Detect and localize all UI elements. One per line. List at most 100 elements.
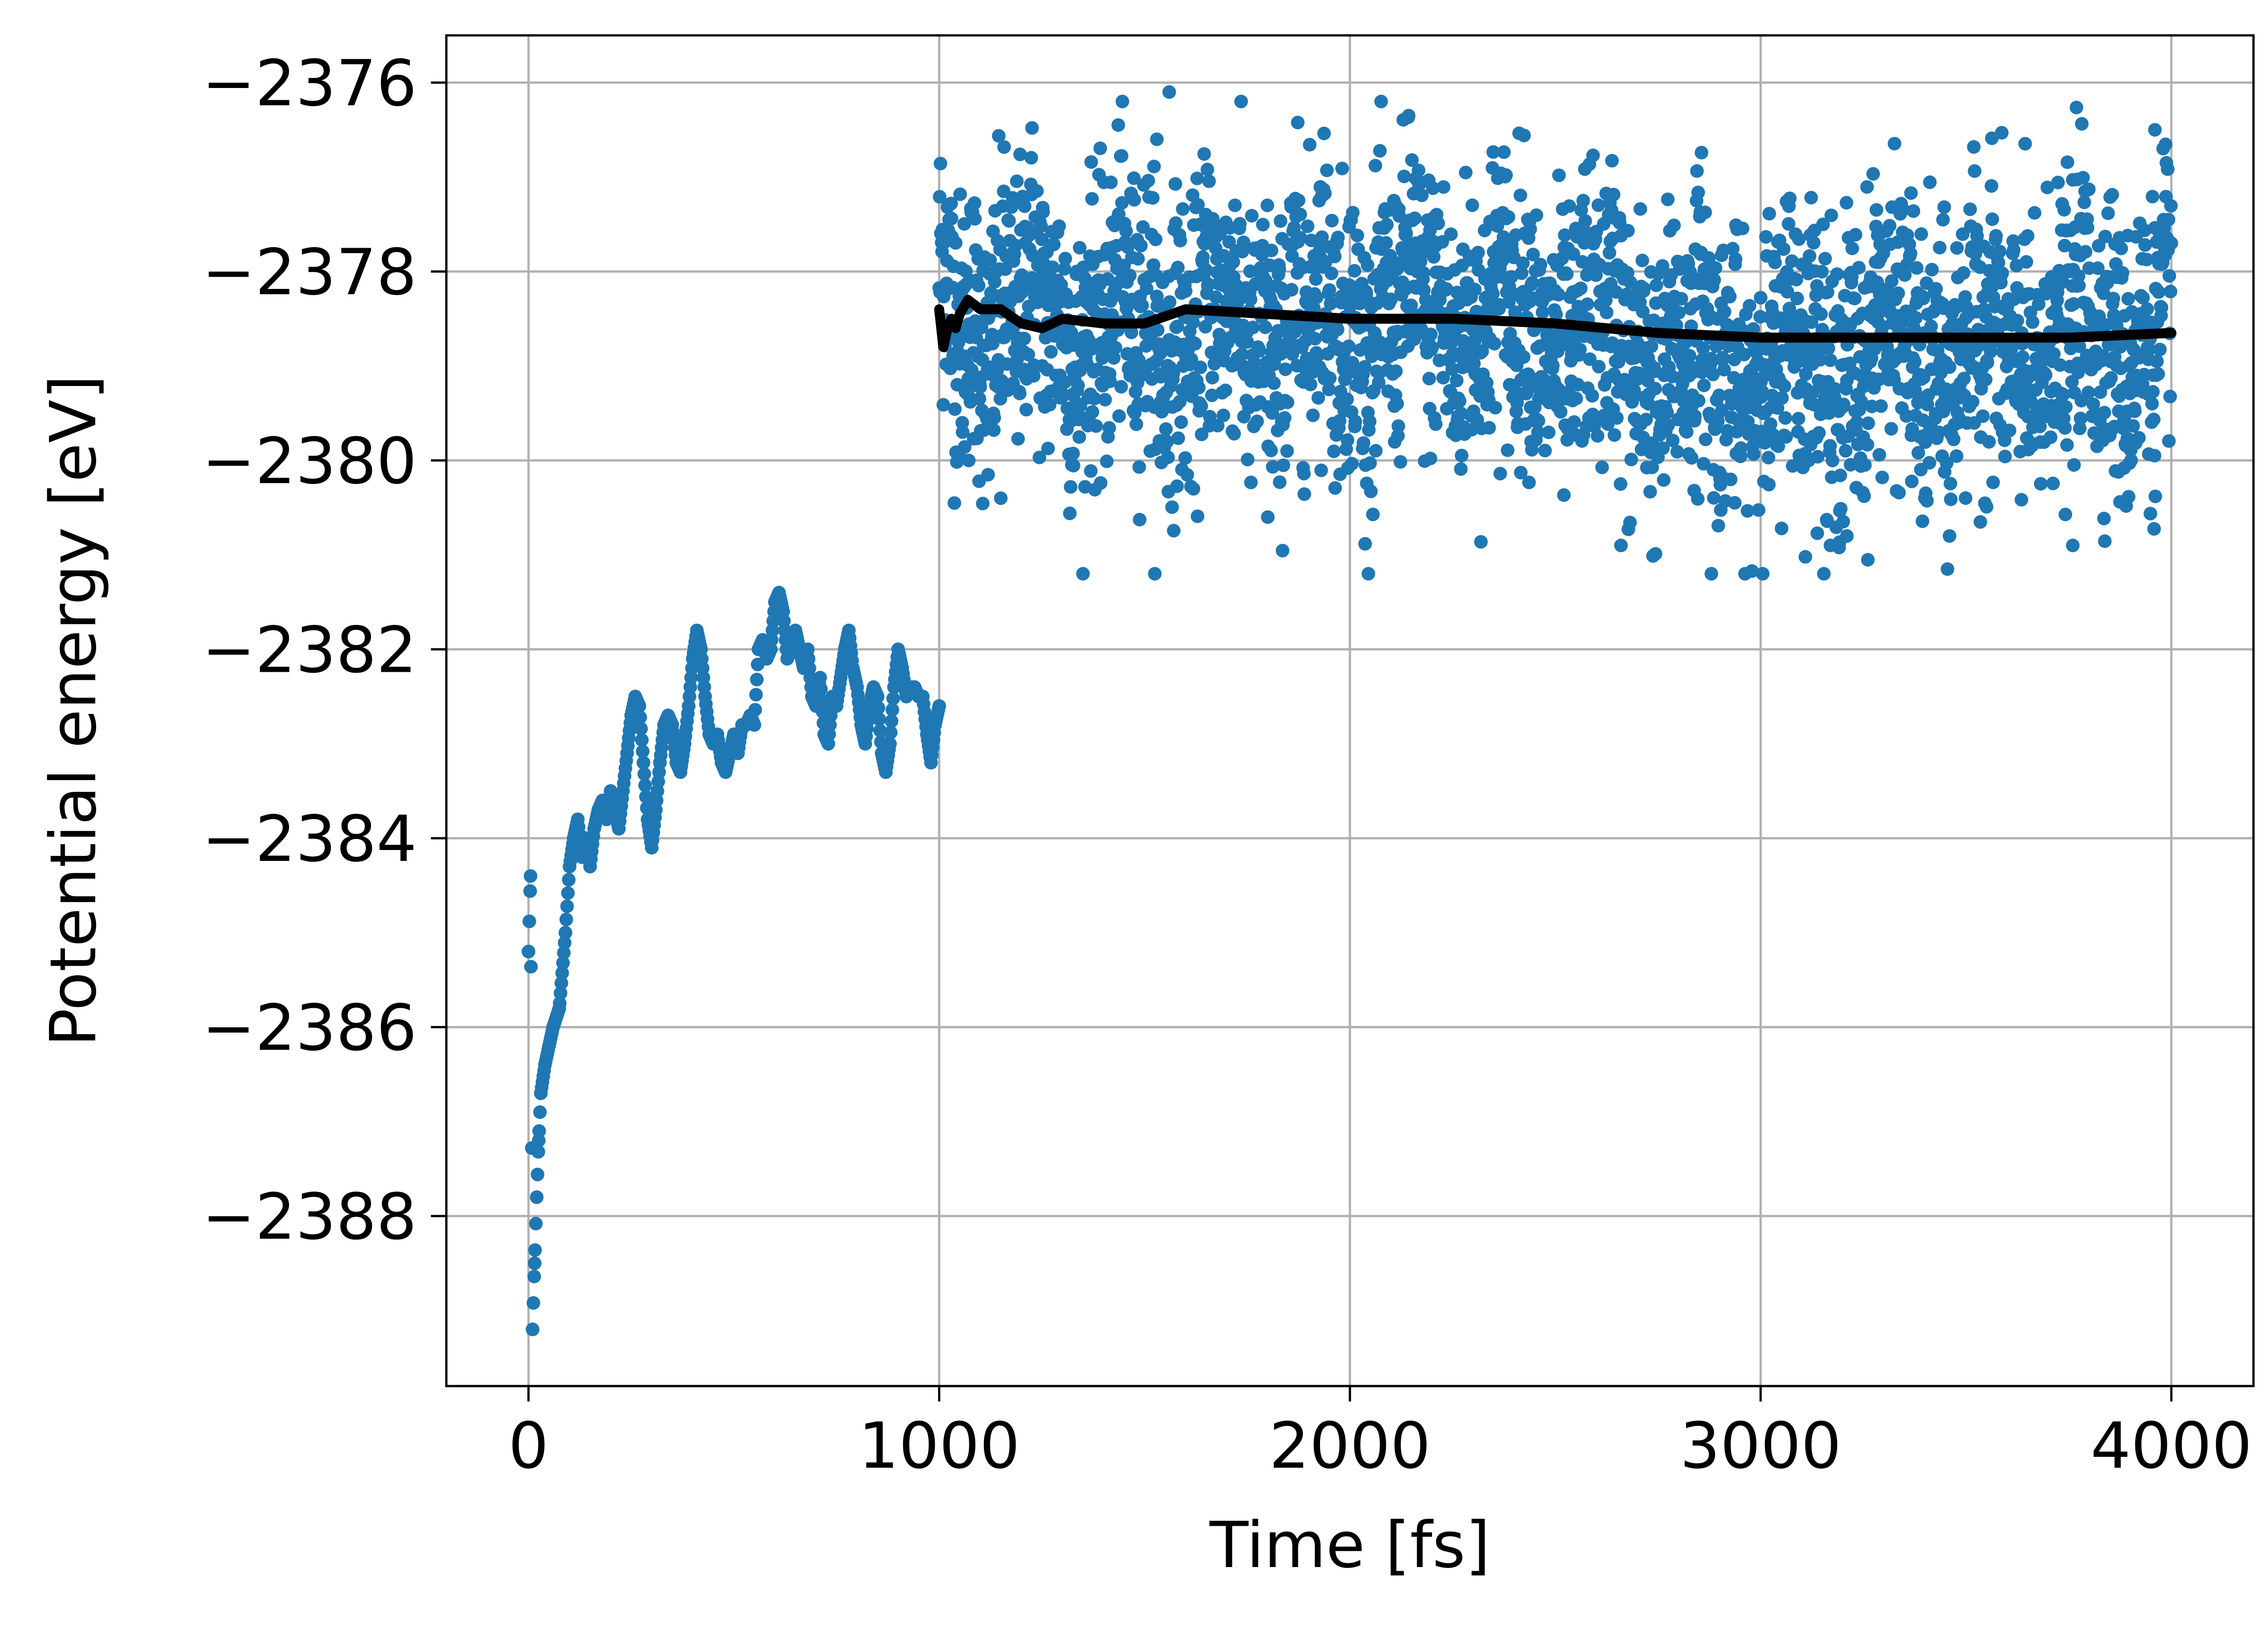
data-point bbox=[2138, 223, 2152, 237]
data-point bbox=[1141, 174, 1155, 188]
data-point bbox=[1467, 356, 1481, 371]
data-point bbox=[1310, 290, 1324, 304]
data-point bbox=[1322, 283, 1336, 297]
data-point bbox=[1112, 409, 1126, 423]
data-point bbox=[1925, 263, 1939, 277]
data-point bbox=[1884, 422, 1898, 436]
data-point bbox=[2056, 387, 2070, 401]
data-point bbox=[1044, 345, 1058, 359]
data-point bbox=[1887, 137, 1901, 151]
data-point bbox=[1607, 188, 1621, 201]
data-point bbox=[1910, 261, 1924, 275]
data-point bbox=[1186, 315, 1200, 329]
data-point bbox=[1193, 360, 1207, 374]
data-point bbox=[1209, 290, 1223, 304]
data-point bbox=[2148, 489, 2162, 503]
data-point bbox=[920, 728, 934, 742]
data-point bbox=[1291, 116, 1305, 130]
data-point bbox=[1013, 386, 1026, 400]
data-point bbox=[1778, 379, 1791, 393]
data-point bbox=[1146, 191, 1160, 205]
data-point bbox=[1115, 94, 1129, 108]
data-point bbox=[1585, 389, 1599, 403]
data-point bbox=[1828, 382, 1842, 396]
data-point bbox=[1293, 207, 1307, 221]
data-point bbox=[1816, 217, 1830, 231]
data-point bbox=[1151, 323, 1165, 337]
data-point bbox=[1636, 305, 1650, 318]
data-point bbox=[846, 661, 860, 675]
data-point bbox=[552, 1001, 566, 1015]
data-point bbox=[1161, 450, 1175, 464]
data-point bbox=[1134, 239, 1148, 253]
data-point bbox=[1914, 227, 1928, 241]
data-point bbox=[1384, 293, 1398, 306]
data-point bbox=[1196, 250, 1210, 264]
data-point bbox=[885, 703, 899, 717]
data-point bbox=[1436, 371, 1450, 385]
data-point bbox=[873, 723, 887, 737]
data-point bbox=[1402, 109, 1416, 122]
data-point bbox=[1374, 94, 1388, 108]
data-point bbox=[2151, 367, 2165, 381]
data-point bbox=[1445, 362, 1459, 376]
data-point bbox=[727, 728, 741, 742]
data-point bbox=[634, 722, 648, 736]
data-point bbox=[1838, 444, 1853, 458]
data-point bbox=[1840, 529, 1854, 543]
data-point bbox=[883, 737, 897, 751]
data-point bbox=[1858, 458, 1872, 472]
data-point bbox=[1317, 127, 1331, 141]
data-point bbox=[2126, 419, 2140, 433]
data-point bbox=[1995, 126, 2009, 140]
data-point bbox=[1818, 252, 1832, 266]
data-point bbox=[1724, 473, 1738, 486]
data-point bbox=[1491, 219, 1505, 233]
data-point bbox=[1613, 477, 1628, 491]
data-point bbox=[987, 411, 1001, 425]
y-tick-label: −2386 bbox=[202, 991, 417, 1065]
data-point bbox=[1698, 205, 1712, 220]
data-point bbox=[1706, 367, 1720, 381]
data-point bbox=[1169, 216, 1183, 230]
data-point bbox=[1516, 256, 1530, 270]
data-point bbox=[887, 680, 901, 694]
data-point bbox=[1804, 190, 1818, 205]
data-point bbox=[1586, 148, 1600, 162]
data-point bbox=[2076, 171, 2090, 185]
data-point bbox=[2147, 412, 2160, 426]
data-point bbox=[1747, 447, 1761, 461]
data-point bbox=[1979, 372, 1993, 386]
data-point bbox=[932, 699, 946, 713]
data-point bbox=[1246, 320, 1260, 334]
data-point bbox=[834, 671, 848, 685]
data-point bbox=[1754, 291, 1768, 305]
data-point bbox=[575, 850, 589, 864]
data-point bbox=[1674, 292, 1688, 306]
data-point bbox=[1522, 475, 1536, 489]
data-point bbox=[1170, 479, 1184, 493]
data-point bbox=[731, 746, 745, 760]
data-point bbox=[1340, 433, 1354, 447]
data-point bbox=[1711, 414, 1725, 428]
data-point bbox=[1815, 265, 1829, 279]
data-point bbox=[2028, 206, 2042, 220]
data-point bbox=[1195, 427, 1209, 441]
data-point bbox=[2145, 397, 2159, 410]
data-point bbox=[1057, 262, 1071, 276]
data-point bbox=[1333, 414, 1347, 428]
data-point bbox=[635, 733, 649, 747]
data-point bbox=[1904, 186, 1918, 200]
data-point bbox=[994, 491, 1008, 505]
data-point bbox=[1205, 371, 1219, 385]
data-point bbox=[523, 869, 538, 883]
data-point bbox=[1427, 250, 1441, 264]
data-point bbox=[1360, 258, 1374, 272]
data-point bbox=[1203, 410, 1217, 424]
data-point bbox=[1047, 237, 1061, 251]
data-point bbox=[1869, 203, 1883, 217]
data-point bbox=[944, 211, 958, 225]
data-point bbox=[526, 1296, 540, 1310]
data-point bbox=[1019, 403, 1033, 417]
data-point bbox=[1309, 272, 1323, 286]
